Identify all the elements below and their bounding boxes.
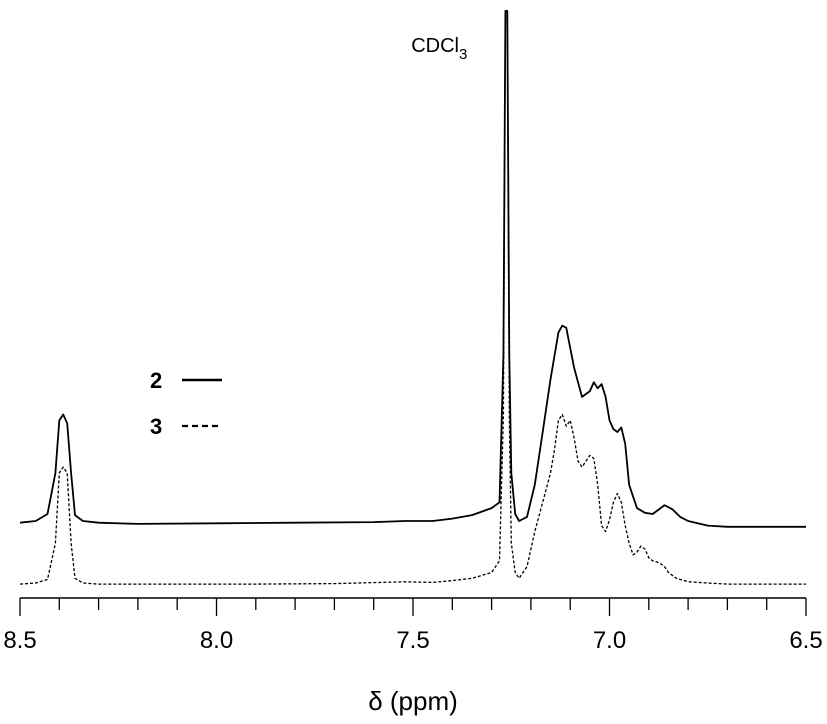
series-line-3 [19,10,806,585]
x-tick-label: 6.5 [789,627,822,654]
series-line-2 [19,10,806,528]
annotations: CDCl3 [411,35,467,63]
x-tick-label: 8.0 [200,627,233,654]
x-tick-label: 8.5 [3,627,36,654]
legend-label-2: 2 [150,368,162,393]
peak-annotation: CDCl3 [411,35,467,63]
legend: 23 [150,368,222,439]
x-tick-label: 7.5 [396,627,429,654]
x-tick-label: 7.0 [593,627,626,654]
x-axis-title: δ (ppm) [368,686,458,716]
series-layer [19,10,806,585]
legend-label-3: 3 [150,414,162,439]
x-axis: 8.5 8.0 7.5 7.0 6.5 [3,597,823,654]
